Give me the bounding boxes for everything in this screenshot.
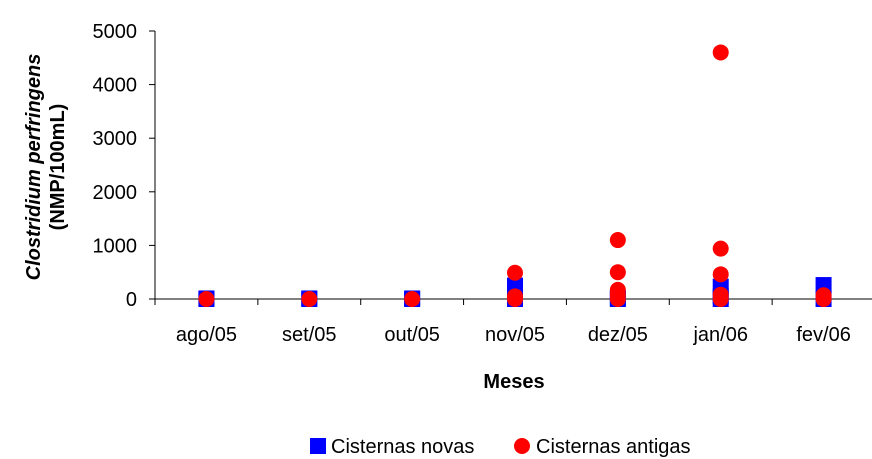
x-tick-label: set/05	[282, 324, 336, 346]
legend-marker-cisternas-novas	[310, 438, 326, 454]
point-cisternas-antigas	[609, 232, 626, 249]
y-axis: 0 1000 2000 3000 4000 5000	[93, 21, 156, 311]
y-tick-label: 0	[126, 289, 137, 311]
point-cisternas-antigas	[507, 264, 523, 281]
x-tick-label: ago/05	[176, 324, 237, 346]
x-tick-label: nov/05	[485, 324, 545, 346]
point-cisternas-antigas	[404, 291, 421, 307]
point-cisternas-antigas	[712, 240, 729, 257]
y-tick-label: 4000	[93, 75, 138, 97]
point-cisternas-antigas	[609, 281, 626, 298]
x-axis: ago/05 set/05 out/05 nov/05 dez/05 jan/06 fev/…	[154, 298, 872, 346]
x-axis-title: Meses	[483, 371, 544, 393]
y-axis-title-line1: Clostridium perfringens	[23, 54, 45, 281]
x-tick-label: dez/05	[588, 324, 648, 346]
y-tick-label: 2000	[93, 182, 138, 204]
y-tick-label: 5000	[93, 21, 138, 43]
point-cisternas-antigas	[198, 291, 215, 307]
point-cisternas-antigas	[507, 288, 523, 305]
y-axis-title-line2: (NMP/100mL)	[47, 104, 69, 231]
point-cisternas-antigas	[609, 264, 626, 281]
legend: Cisternas novas Cisternas antigas	[310, 436, 691, 458]
point-cisternas-antigas	[712, 266, 729, 283]
legend-label-cisternas-novas: Cisternas novas	[331, 436, 474, 458]
point-cisternas-antigas	[712, 286, 729, 303]
x-tick-label: jan/06	[692, 324, 748, 346]
y-tick-label: 1000	[93, 235, 138, 257]
legend-marker-cisternas-antigas	[514, 438, 530, 454]
y-tick-label: 3000	[93, 128, 138, 150]
point-cisternas-antigas	[301, 291, 318, 307]
legend-label-cisternas-antigas: Cisternas antigas	[536, 436, 691, 458]
point-cisternas-antigas	[712, 44, 729, 61]
plot-area	[198, 44, 832, 307]
x-tick-label: out/05	[384, 324, 440, 346]
point-cisternas-antigas	[815, 287, 832, 304]
x-tick-label: fev/06	[796, 324, 850, 346]
